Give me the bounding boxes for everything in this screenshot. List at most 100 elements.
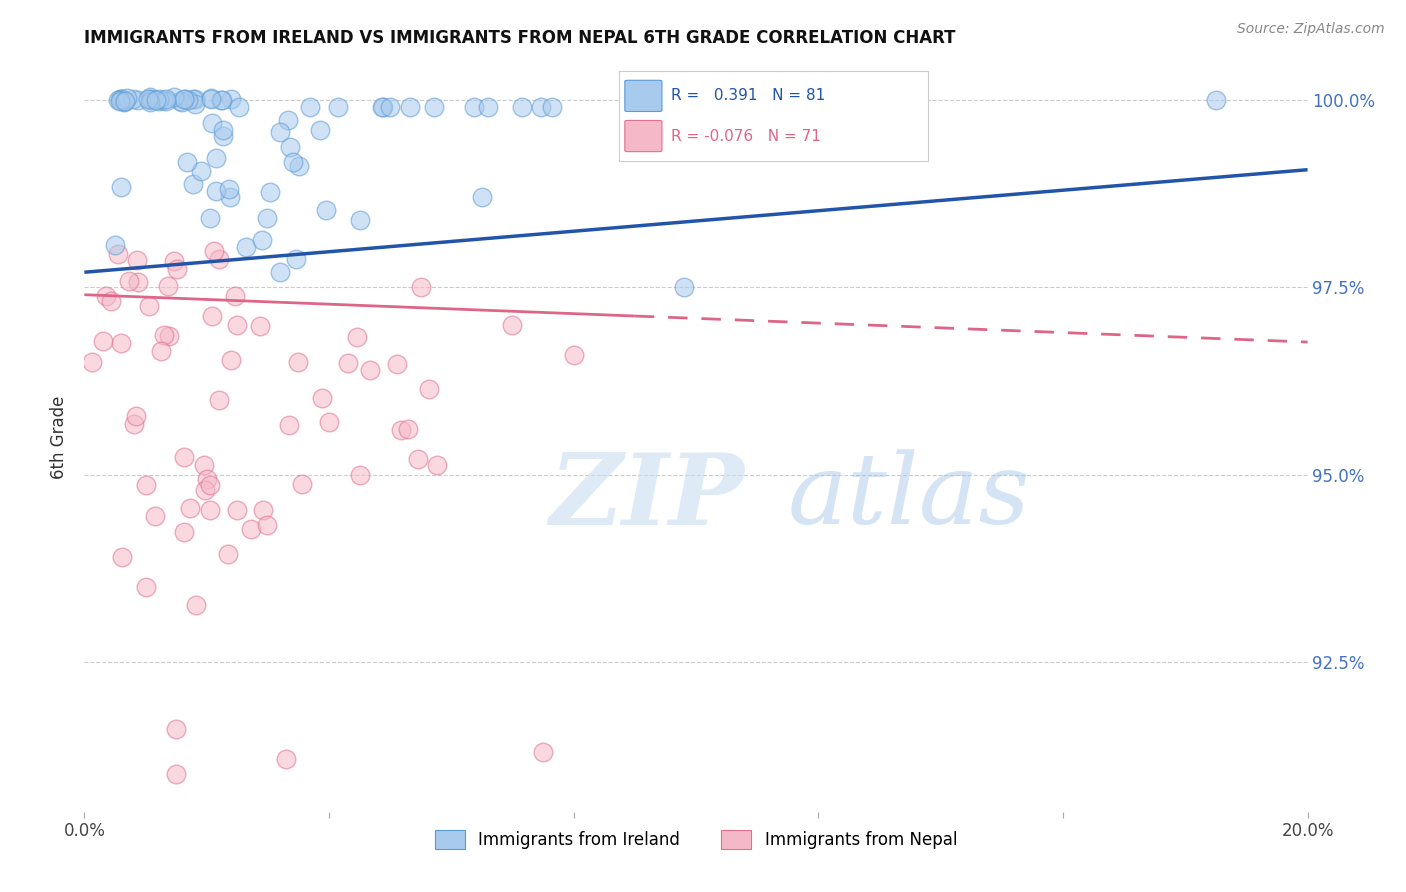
Point	[256, 517, 278, 532]
Y-axis label: 6th Grade: 6th Grade	[51, 395, 69, 479]
Point	[107, 247, 129, 261]
Point	[287, 355, 309, 369]
Point	[127, 275, 149, 289]
Point	[118, 274, 141, 288]
Point	[138, 95, 160, 109]
Point	[208, 392, 231, 407]
Point	[112, 93, 135, 107]
Point	[311, 391, 333, 405]
Point	[177, 93, 200, 107]
Point	[155, 94, 177, 108]
Point	[218, 182, 240, 196]
Point	[211, 94, 233, 108]
Point	[277, 112, 299, 127]
Point	[198, 502, 221, 516]
Point	[226, 318, 249, 332]
Point	[219, 353, 242, 368]
Point	[471, 190, 494, 204]
Point	[136, 92, 159, 106]
Point	[239, 522, 262, 536]
Point	[285, 252, 308, 267]
Point	[141, 92, 163, 106]
Point	[256, 211, 278, 226]
Point	[205, 184, 228, 198]
Point	[194, 483, 217, 497]
Point	[110, 92, 132, 106]
Point	[277, 418, 299, 433]
Point	[209, 93, 232, 107]
Text: ZIP: ZIP	[550, 449, 744, 545]
Point	[409, 280, 432, 294]
Point	[346, 330, 368, 344]
Point	[125, 409, 148, 423]
Point	[127, 93, 149, 107]
Point	[173, 524, 195, 539]
Point	[208, 252, 231, 266]
Point	[288, 159, 311, 173]
Point	[114, 95, 136, 109]
Point	[135, 478, 157, 492]
Point	[125, 252, 148, 267]
Point	[181, 92, 204, 106]
Point	[94, 289, 117, 303]
Point	[110, 179, 132, 194]
Point	[104, 238, 127, 252]
Point	[380, 100, 402, 114]
Point	[190, 164, 212, 178]
Point	[174, 92, 197, 106]
Text: IMMIGRANTS FROM IRELAND VS IMMIGRANTS FROM NEPAL 6TH GRADE CORRELATION CHART: IMMIGRANTS FROM IRELAND VS IMMIGRANTS FR…	[84, 29, 956, 47]
Point	[148, 94, 170, 108]
Point	[269, 124, 291, 138]
Point	[201, 116, 224, 130]
Point	[193, 458, 215, 472]
Point	[477, 100, 499, 114]
Point	[373, 100, 395, 114]
Point	[530, 100, 553, 114]
Point	[291, 477, 314, 491]
Point	[349, 467, 371, 482]
Point	[1205, 93, 1227, 107]
Point	[165, 723, 187, 737]
Point	[283, 154, 305, 169]
Point	[111, 550, 134, 565]
Point	[145, 93, 167, 107]
Point	[108, 94, 131, 108]
Text: Source: ZipAtlas.com: Source: ZipAtlas.com	[1237, 22, 1385, 37]
Point	[326, 100, 349, 114]
Point	[163, 254, 186, 268]
Point	[155, 92, 177, 106]
Point	[91, 334, 114, 348]
Point	[426, 458, 449, 472]
Point	[169, 95, 191, 109]
Point	[112, 94, 135, 108]
Point	[200, 92, 222, 106]
Point	[359, 362, 381, 376]
Point	[100, 294, 122, 309]
Point	[153, 328, 176, 343]
Point	[418, 382, 440, 396]
Point	[406, 452, 429, 467]
Point	[541, 100, 564, 114]
Point	[226, 503, 249, 517]
Point	[224, 289, 246, 303]
Point	[349, 212, 371, 227]
Point	[135, 580, 157, 594]
Text: atlas: atlas	[787, 450, 1031, 545]
Point	[308, 123, 330, 137]
Point	[176, 155, 198, 169]
Point	[115, 91, 138, 105]
Text: R =   0.391   N = 81: R = 0.391 N = 81	[671, 88, 825, 103]
Point	[172, 95, 194, 109]
Point	[371, 100, 394, 114]
FancyBboxPatch shape	[624, 120, 662, 152]
Point	[259, 186, 281, 200]
Point	[502, 318, 524, 332]
Point	[138, 299, 160, 313]
Point	[531, 745, 554, 759]
Point	[139, 93, 162, 107]
Point	[184, 97, 207, 112]
Point	[121, 92, 143, 106]
Point	[159, 329, 181, 343]
Point	[269, 265, 291, 279]
Point	[318, 415, 340, 429]
